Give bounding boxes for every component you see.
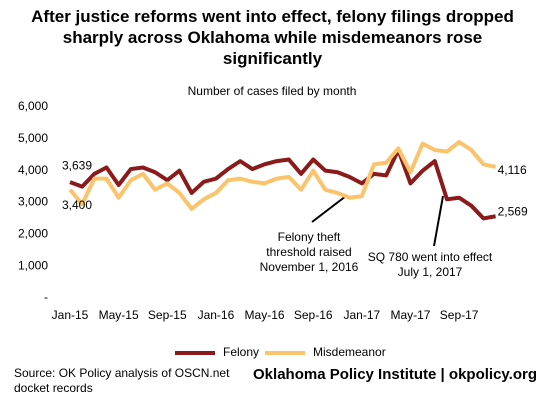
y-tick-label: 5,000 — [18, 131, 48, 145]
legend-label: Felony — [223, 345, 259, 359]
data-label: 4,116 — [498, 163, 527, 177]
legend-label: Misdemeanor — [313, 345, 386, 359]
annotation: threshold raised — [266, 245, 351, 259]
y-tick-label: 1,000 — [18, 258, 48, 272]
annotation-arrow — [311, 195, 347, 223]
x-tick-label: May-17 — [390, 308, 430, 322]
annotation-arrow — [433, 195, 444, 247]
x-tick-label: Jan-15 — [52, 308, 89, 322]
x-tick-label: Jan-16 — [198, 308, 235, 322]
x-tick-label: Sep-17 — [440, 308, 479, 322]
x-tick-label: May-16 — [245, 308, 285, 322]
annotation: November 1, 2016 — [260, 260, 359, 274]
data-label: 3,639 — [62, 158, 92, 172]
x-tick-label: May-15 — [99, 308, 139, 322]
x-tick-label: Sep-15 — [148, 308, 187, 322]
x-tick-label: Jan-17 — [343, 308, 380, 322]
data-label: 3,400 — [62, 198, 92, 212]
y-tick-label: 2,000 — [18, 227, 48, 241]
series-line — [68, 140, 497, 211]
credit: Oklahoma Policy Institute | okpolicy.org — [253, 366, 537, 383]
annotation: SQ 780 went into effect — [368, 250, 493, 264]
y-tick-label: - — [44, 290, 48, 304]
data-label: 2,569 — [498, 204, 528, 218]
chart-subtitle: Number of cases filed by month — [188, 84, 357, 98]
source: Source: OK Policy analysis of OSCN.net d… — [14, 366, 230, 395]
annotation: July 1, 2017 — [398, 265, 463, 279]
series-line — [69, 147, 496, 221]
x-tick-label: Sep-16 — [294, 308, 333, 322]
y-tick-label: 6,000 — [18, 99, 48, 113]
chart-title: After justice reforms went into effect, … — [31, 7, 514, 68]
y-tick-label: 3,000 — [18, 195, 48, 209]
annotation: Felony theft — [278, 230, 341, 244]
y-tick-label: 4,000 — [18, 163, 48, 177]
